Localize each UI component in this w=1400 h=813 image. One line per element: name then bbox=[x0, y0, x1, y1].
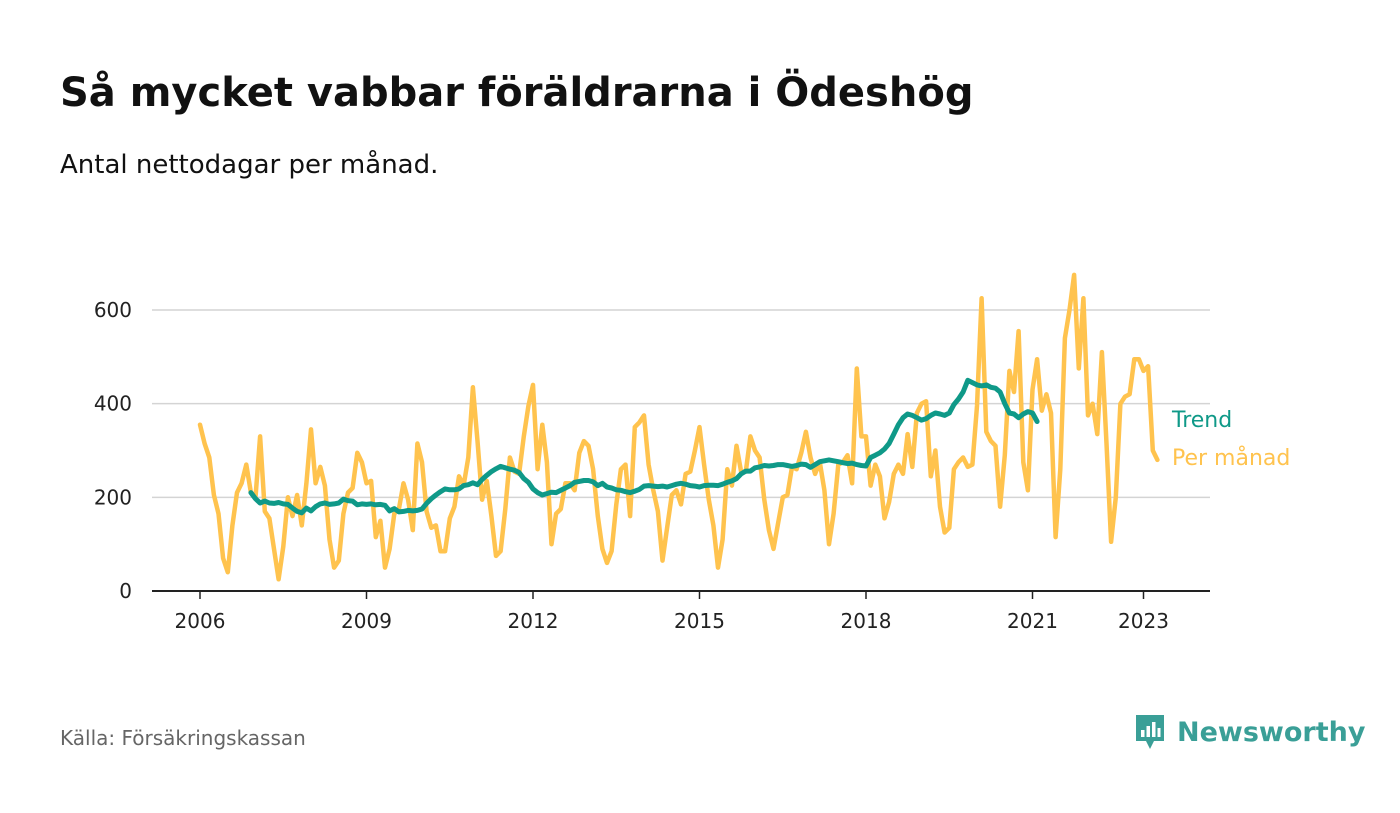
x-tick-label: 2021 bbox=[1007, 609, 1058, 633]
bar-chart-speech-bubble-icon bbox=[1136, 715, 1164, 749]
x-axis-ticks: 2006 2009 2012 2015 2018 2021 2023 bbox=[175, 591, 1169, 633]
x-tick-label: 2023 bbox=[1118, 609, 1169, 633]
y-axis-ticks: 0 200 400 600 bbox=[94, 298, 132, 603]
series-lines bbox=[197, 272, 1160, 582]
y-tick-label: 200 bbox=[94, 485, 132, 509]
trend-label: Trend bbox=[1171, 408, 1232, 433]
y-tick-label: 600 bbox=[94, 298, 132, 322]
y-tick-label: 0 bbox=[119, 579, 132, 603]
x-tick-label: 2006 bbox=[175, 609, 226, 633]
brand-name: Newsworthy bbox=[1177, 716, 1366, 748]
x-tick-label: 2012 bbox=[508, 609, 559, 633]
trend-line bbox=[248, 377, 1040, 516]
source-note: Källa: Försäkringskassan bbox=[60, 726, 306, 750]
monthly-label: Per månad bbox=[1172, 445, 1290, 471]
brand-logo: Newsworthy bbox=[1133, 712, 1365, 752]
series-labels: Per månad Trend bbox=[1171, 408, 1290, 471]
chart-subtitle: Antal nettodagar per månad. bbox=[60, 150, 439, 180]
chart-title: Så mycket vabbar föräldrarna i Ödeshög bbox=[60, 70, 974, 116]
y-tick-label: 400 bbox=[94, 392, 132, 416]
x-tick-label: 2009 bbox=[341, 609, 392, 633]
monthly-line bbox=[197, 272, 1160, 582]
x-tick-label: 2018 bbox=[841, 609, 892, 633]
x-tick-label: 2015 bbox=[674, 609, 725, 633]
